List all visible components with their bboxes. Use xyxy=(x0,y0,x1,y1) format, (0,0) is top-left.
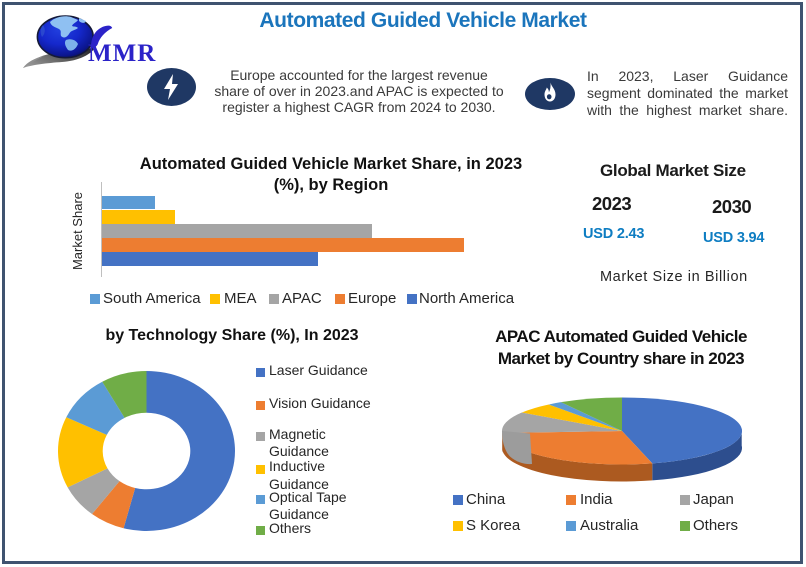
svg-text:MMR: MMR xyxy=(88,40,156,67)
